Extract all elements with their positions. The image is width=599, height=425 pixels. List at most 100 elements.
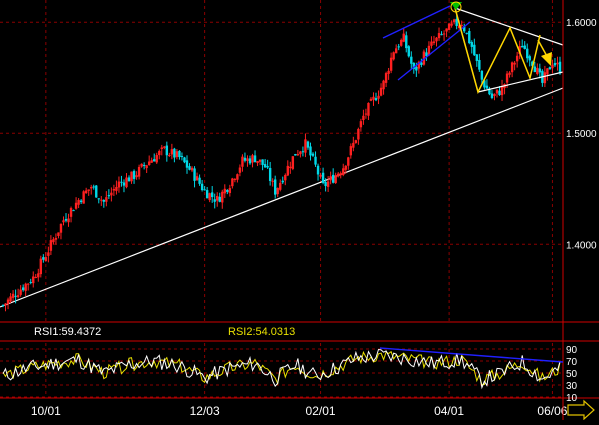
rsi-tick-label: 70	[566, 357, 578, 368]
candle-down	[533, 66, 536, 73]
candle-up	[69, 208, 73, 217]
candle-up	[493, 93, 496, 97]
candle-down	[294, 154, 297, 156]
candle-up	[515, 55, 519, 62]
candle-down	[29, 281, 32, 283]
candle-down	[95, 185, 98, 198]
candle-up	[417, 61, 421, 69]
candle-up	[354, 140, 358, 143]
candle-down	[548, 67, 552, 70]
rsi1-legend: RSI1:59.4372	[34, 326, 101, 338]
candle-up	[450, 23, 453, 26]
x-tick-label: 02/01	[306, 404, 336, 418]
candle-up	[367, 102, 370, 116]
candle-down	[420, 62, 423, 65]
candle-up	[100, 199, 103, 201]
candle-down	[523, 45, 526, 50]
candle-down	[470, 42, 473, 47]
candle-up	[195, 176, 199, 181]
candle-up	[402, 33, 405, 42]
candle-up	[286, 165, 290, 176]
rsi-tick-label: 10	[566, 393, 578, 404]
candle-down	[97, 198, 100, 200]
candle-down	[455, 18, 458, 27]
candle-up	[432, 41, 436, 43]
candle-up	[175, 151, 179, 158]
candle-down	[488, 88, 491, 95]
candle-up	[495, 89, 499, 94]
candle-down	[405, 35, 408, 49]
candle-up	[518, 46, 521, 55]
price-tick-label: 1.4000	[566, 240, 597, 251]
candle-down	[531, 61, 534, 66]
candle-down	[374, 98, 378, 101]
candle-up	[233, 178, 237, 181]
right-arrow-shape	[567, 399, 595, 421]
candle-up	[59, 223, 63, 233]
candle-up	[382, 80, 385, 90]
candle-up	[392, 52, 395, 60]
candle-up	[62, 220, 65, 223]
candle-up	[168, 154, 171, 156]
candle-up	[54, 238, 58, 240]
candle-down	[273, 179, 277, 195]
candle-up	[364, 113, 368, 115]
candle-down	[188, 166, 191, 170]
candle-up	[208, 193, 211, 201]
candle-up	[4, 303, 7, 306]
candle-up	[284, 174, 287, 181]
rsi2-legend: RSI2:54.0313	[228, 326, 295, 338]
candle-up	[369, 98, 373, 101]
candle-up	[556, 62, 559, 65]
candle-up	[460, 25, 463, 27]
candle-up	[445, 28, 448, 32]
candle-up	[84, 190, 88, 194]
candle-down	[153, 159, 156, 162]
candle-down	[203, 189, 206, 191]
candle-up	[289, 166, 292, 169]
candle-down	[243, 157, 247, 161]
candle-up	[137, 166, 141, 177]
candle-down	[412, 62, 416, 69]
candle-down	[538, 68, 542, 73]
candle-down	[64, 219, 68, 221]
candle-up	[347, 157, 350, 166]
candle-up	[135, 175, 138, 178]
candle-up	[37, 273, 40, 278]
candle-up	[276, 187, 279, 195]
candle-up	[513, 62, 516, 65]
candle-up	[359, 121, 363, 128]
candle-down	[180, 155, 184, 157]
candle-up	[389, 57, 393, 71]
x-tick-label: 06/06	[537, 404, 567, 418]
candle-down	[558, 61, 562, 74]
candle-down	[261, 159, 264, 165]
candle-up	[16, 295, 20, 298]
candle-up	[258, 159, 262, 162]
candle-up	[430, 41, 433, 46]
candle-up	[357, 128, 360, 140]
candle-down	[306, 141, 310, 148]
candle-up	[362, 115, 365, 121]
rsi-divergence-line	[379, 347, 564, 363]
candle-down	[263, 164, 267, 168]
support-trendline	[0, 87, 564, 308]
candle-up	[147, 161, 151, 166]
candle-down	[165, 145, 169, 156]
candle-down	[478, 59, 481, 70]
candle-down	[213, 199, 216, 202]
candle-up	[342, 168, 345, 175]
rsi-tick-label: 30	[566, 381, 578, 392]
candle-down	[465, 32, 468, 34]
candle-up	[11, 293, 15, 298]
price-tick-label: 1.5000	[566, 129, 597, 140]
candle-down	[331, 174, 335, 183]
candle-up	[223, 188, 226, 194]
candle-up	[163, 146, 166, 148]
candle-down	[226, 189, 229, 192]
candle-up	[150, 160, 153, 163]
right-arrow-icon[interactable]	[567, 399, 595, 421]
candle-down	[122, 182, 126, 186]
trendline-layer	[0, 87, 564, 308]
x-tick-label: 10/01	[31, 404, 61, 418]
